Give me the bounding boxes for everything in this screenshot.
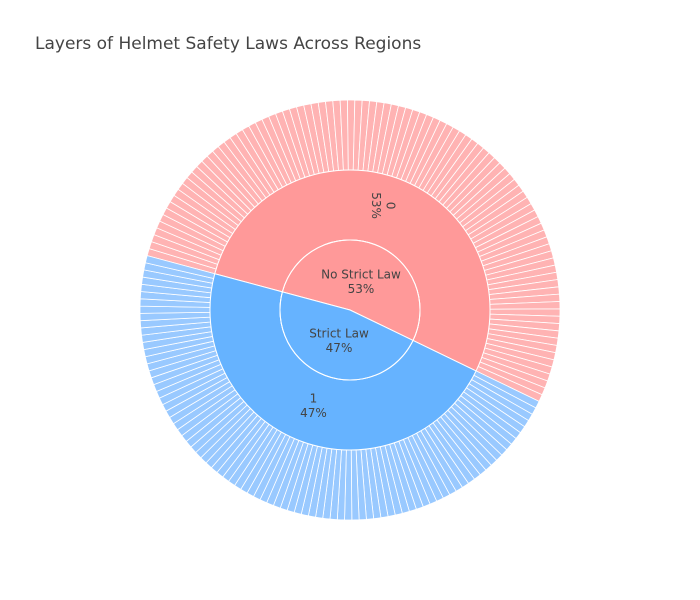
middle-label-0: 053% xyxy=(369,192,397,219)
inner-circle-outline xyxy=(279,239,421,381)
chart-title: Layers of Helmet Safety Laws Across Regi… xyxy=(35,34,422,54)
center-label-0: No Strict Law 53% xyxy=(321,267,401,295)
outer-ring xyxy=(139,99,561,521)
sector-labels: No Strict Law 53% 053% Strict Law 47% 1 47% xyxy=(279,192,421,420)
center-label-1: Strict Law 47% xyxy=(309,327,369,355)
center-ring xyxy=(279,239,421,381)
middle-ring xyxy=(209,169,491,451)
middle-label-1: 1 47% xyxy=(300,391,327,419)
